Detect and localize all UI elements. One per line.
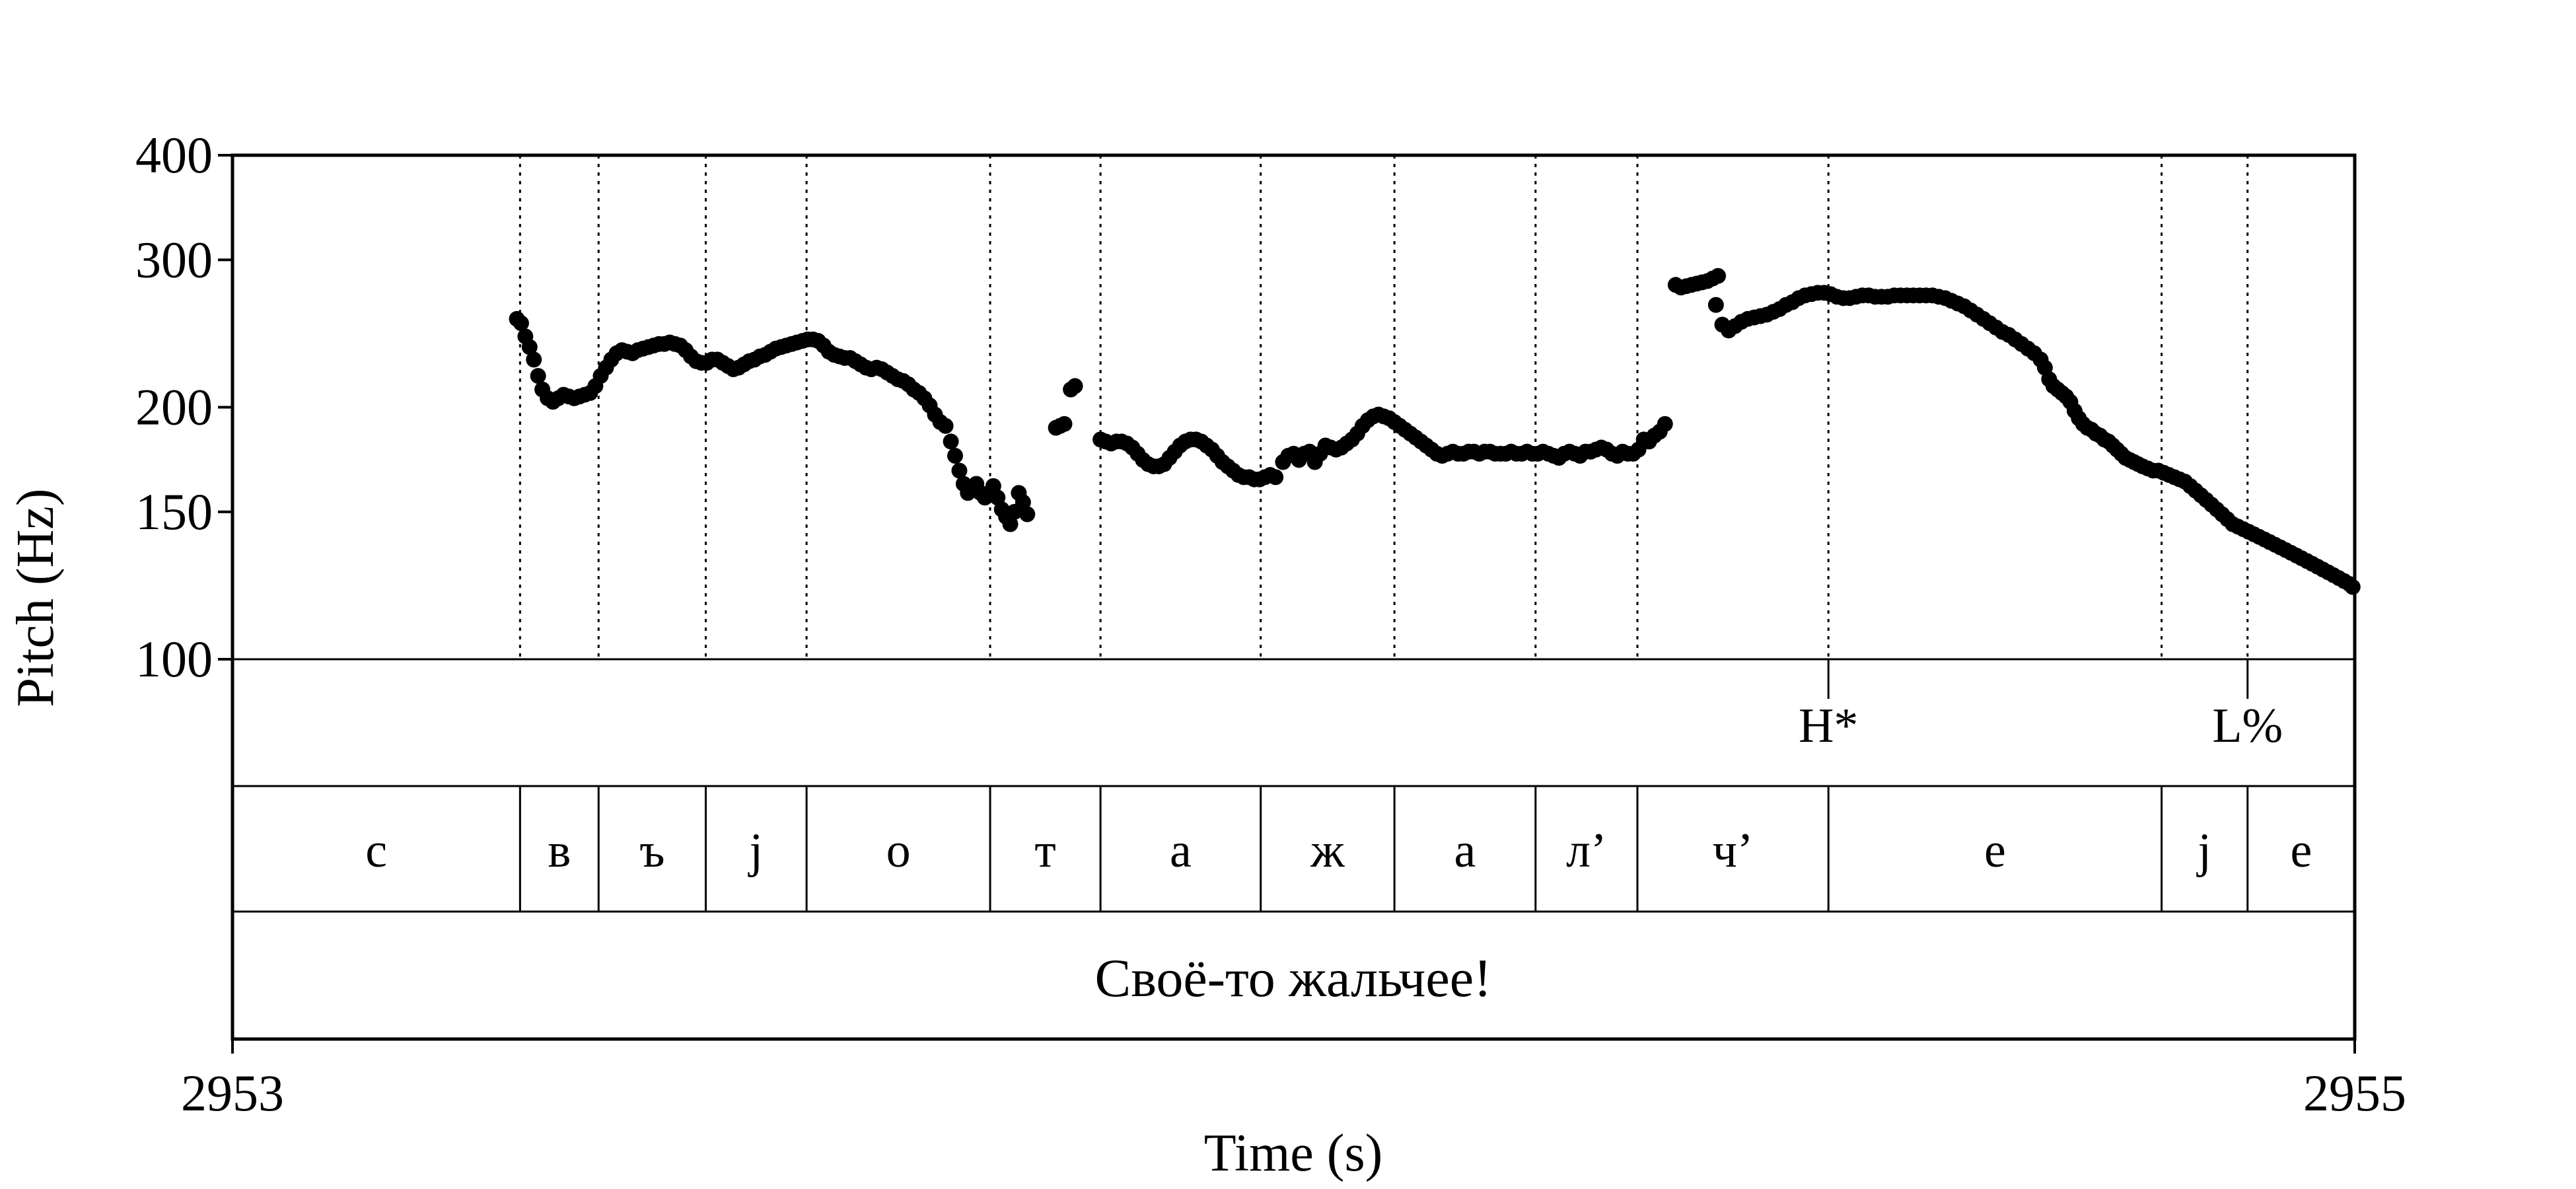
segment-label: а	[1454, 824, 1476, 878]
pitch-point	[1067, 378, 1083, 394]
x-tick-label: 2953	[181, 1064, 284, 1122]
pitch-point	[1056, 415, 1073, 432]
segment-label: л’	[1566, 824, 1607, 878]
plot-frame	[231, 153, 2357, 1041]
segment-label: ъ	[639, 824, 664, 878]
x-tick-label: 2955	[2303, 1064, 2406, 1122]
utterance-label: Своё-то жальчее!	[1095, 948, 1492, 1008]
pitch-point	[1002, 516, 1019, 532]
segment-label: о	[886, 824, 911, 878]
pitch-point	[1268, 469, 1284, 486]
y-tick-label: 200	[135, 378, 213, 436]
annotation-tier-lines	[233, 658, 2355, 913]
pitch-point	[951, 462, 968, 479]
pitch-point	[513, 315, 529, 332]
segment-label: а	[1170, 824, 1192, 878]
pitch-point	[1019, 506, 1036, 522]
y-axis-title: Pitch (Hz)	[7, 488, 65, 707]
pitch-point	[937, 417, 954, 434]
segment-label: с	[365, 824, 387, 878]
pitch-point	[1015, 494, 1031, 511]
pitch-point	[526, 351, 542, 368]
pitch-point	[947, 447, 964, 464]
segment-label: е	[2290, 824, 2312, 878]
x-axis-title: Time (s)	[1204, 1124, 1382, 1182]
segment-label: т	[1034, 824, 1055, 878]
y-tick-label: 150	[135, 483, 213, 540]
pitch-point	[1707, 297, 1724, 313]
tone-tier: H* L%	[1799, 659, 2283, 753]
y-tick-label: 300	[135, 231, 213, 288]
utterance-tier: Своё-то жальчее!	[1095, 948, 1492, 1008]
pitch-point	[1710, 268, 1727, 284]
segment-label: j	[2196, 824, 2211, 878]
pitch-point	[943, 433, 959, 450]
y-axis: 100 150 200 300 400	[135, 126, 233, 688]
y-tick-label: 100	[135, 630, 213, 688]
pitch-point	[2344, 579, 2361, 595]
pitch-track	[509, 268, 2361, 595]
segment-boundary-guides	[519, 155, 2249, 912]
pitch-point	[1657, 415, 1673, 432]
segment-label: е	[1984, 824, 2006, 878]
pitch-point	[521, 339, 538, 355]
segment-tier: с в ъ j о т а ж а л’ ч’ е j е	[365, 824, 2312, 878]
segment-label: ж	[1310, 824, 1345, 878]
tone-label: L%	[2212, 699, 2283, 753]
segment-label: ч’	[1713, 824, 1754, 878]
tone-label: H*	[1799, 699, 1858, 753]
segment-label: j	[748, 824, 764, 878]
y-tick-label: 400	[135, 126, 213, 184]
pitch-point	[530, 368, 546, 384]
segment-label: в	[548, 824, 571, 878]
x-axis: 2953 2955	[181, 1039, 2406, 1122]
